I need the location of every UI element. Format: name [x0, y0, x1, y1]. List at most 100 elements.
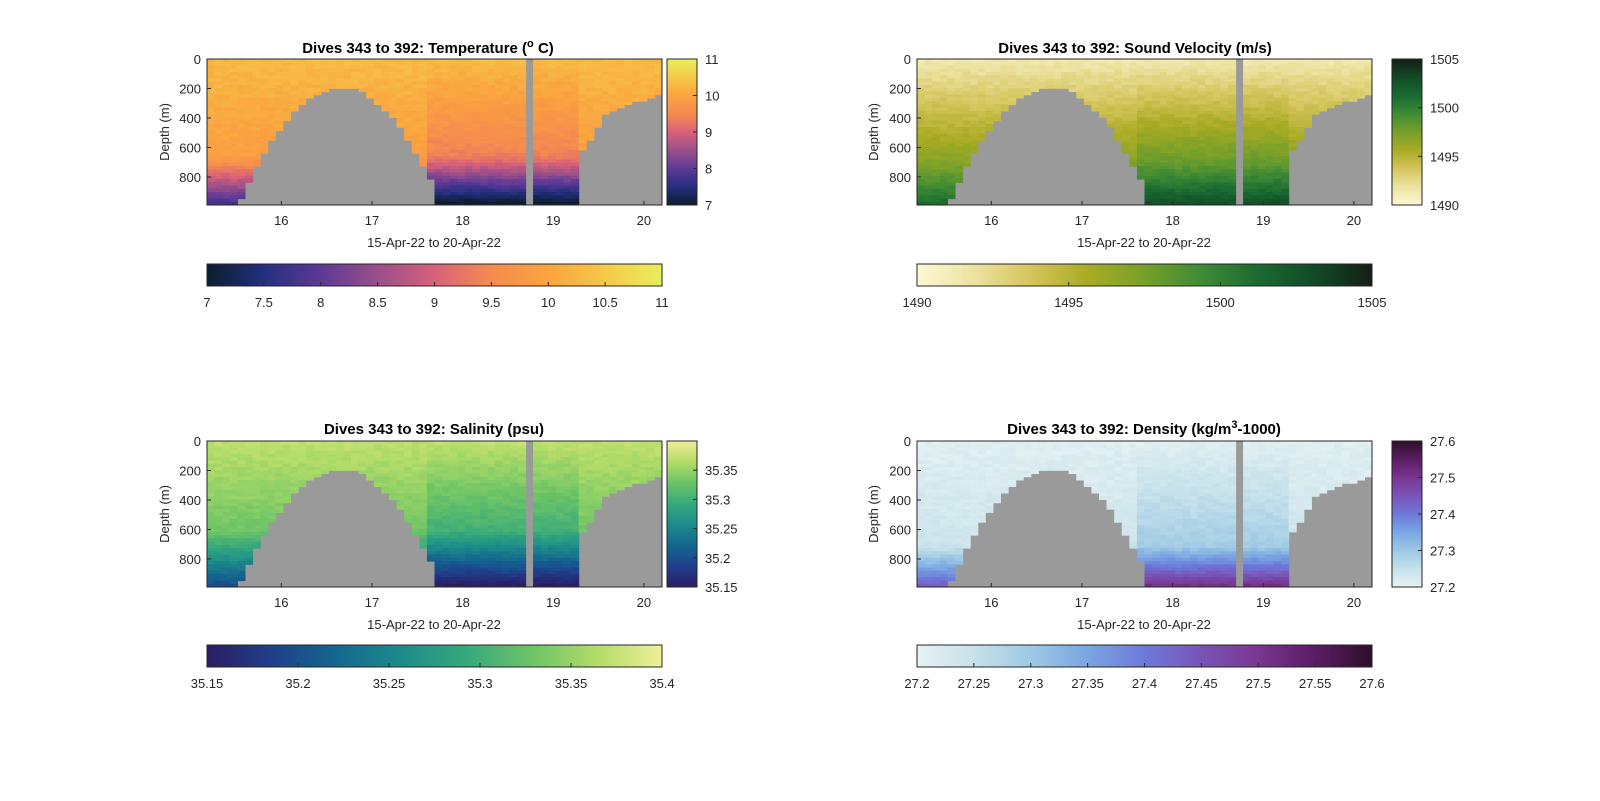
heatmap-cell [1296, 59, 1305, 63]
heatmap-cell [472, 172, 481, 177]
heatmap-cell [571, 146, 580, 151]
plot-axes-box [206, 58, 663, 206]
heatmap-cell [1053, 59, 1062, 63]
heatmap-cell [571, 466, 580, 471]
heatmap-cell [252, 541, 261, 546]
heatmap-cell [578, 71, 587, 76]
heatmap-cell [924, 130, 933, 135]
heatmap-cell [992, 97, 1002, 102]
heatmap-cell [464, 188, 474, 193]
heatmap-cell [917, 136, 926, 141]
heatmap-cell [449, 71, 458, 76]
heatmap-cell [214, 179, 223, 183]
heatmap-cell [207, 62, 216, 67]
heatmap-cell [540, 570, 549, 575]
heatmap-cell [533, 104, 542, 109]
heatmap-cell [947, 81, 956, 86]
heatmap-cell [1045, 81, 1055, 86]
heatmap-cell [244, 179, 254, 183]
heatmap-cell [510, 441, 519, 445]
heatmap-cell [449, 528, 458, 533]
heatmap-cell [517, 476, 527, 481]
heatmap-cell [442, 149, 451, 154]
heatmap-cell [1243, 185, 1252, 190]
heatmap-cell [1008, 65, 1017, 70]
heatmap-cell [457, 146, 466, 151]
heatmap-cell [970, 78, 979, 83]
heatmap-cell [480, 515, 489, 520]
heatmap-cell [1091, 65, 1100, 70]
heatmap-cell [540, 117, 549, 122]
heatmap-cell [404, 441, 413, 445]
heatmap-cell [939, 120, 948, 125]
heatmap-cell [222, 453, 231, 458]
heatmap-cell [1174, 59, 1184, 63]
heatmap-cell [419, 62, 428, 67]
heatmap-cell [260, 140, 269, 144]
heatmap-cell [442, 68, 451, 73]
heatmap-cell [1243, 166, 1252, 170]
heatmap-cell [252, 75, 261, 80]
heatmap-cell [449, 182, 458, 187]
heatmap-cell [578, 104, 587, 109]
heatmap-cell [954, 156, 964, 161]
heatmap-cell [419, 525, 428, 530]
heatmap-cell [1190, 65, 1199, 70]
heatmap-cell [1265, 75, 1275, 80]
heatmap-cell [1174, 78, 1184, 83]
heatmap-cell [207, 123, 216, 128]
heatmap-cell [1152, 188, 1161, 193]
heatmap-cell [237, 179, 246, 183]
heatmap-cell [1205, 114, 1214, 118]
heatmap-cell [1174, 127, 1184, 131]
heatmap-cell [593, 59, 602, 63]
heatmap-cell [548, 577, 557, 582]
heatmap-cell [426, 509, 436, 513]
heatmap-cell [533, 457, 542, 462]
heatmap-cell [517, 557, 527, 562]
heatmap-cell [1015, 81, 1024, 86]
heatmap-cell [548, 583, 557, 587]
heatmap-cell [1227, 68, 1237, 73]
colorbar-horizontal: 7 7.5 8 8.5 9 9.5 10 10.5 11 [203, 263, 669, 310]
heatmap-cell [608, 71, 618, 76]
heatmap-cell [517, 512, 527, 517]
heatmap-cell [457, 570, 466, 575]
heatmap-cell [548, 541, 557, 546]
heatmap-cell [244, 130, 254, 135]
heatmap-cell [260, 518, 269, 523]
heatmap-cell [214, 78, 223, 83]
heatmap-cell [502, 84, 511, 89]
heatmap-cell [495, 486, 504, 491]
heatmap-cell [1227, 91, 1237, 96]
heatmap-cell [222, 169, 231, 174]
heatmap-cell [563, 91, 572, 96]
heatmap-cell [932, 153, 941, 157]
heatmap-cell [1243, 114, 1252, 118]
heatmap-cell [495, 192, 504, 196]
heatmap-cell [229, 548, 238, 552]
heatmap-cell [396, 84, 405, 89]
heatmap-cell [1167, 136, 1176, 141]
heatmap-cell [472, 110, 481, 115]
heatmap-cell [442, 130, 451, 135]
heatmap-cell [970, 140, 979, 144]
heatmap-cell [977, 59, 986, 63]
heatmap-cell [1250, 110, 1259, 115]
heatmap-cell [267, 88, 276, 93]
heatmap-cell [229, 62, 238, 67]
heatmap-cell [267, 78, 276, 83]
heatmap-cell [457, 195, 466, 200]
heatmap-cell [426, 515, 436, 520]
heatmap-cell [954, 169, 964, 174]
heatmap-cell [495, 580, 504, 585]
heatmap-cell [510, 136, 519, 141]
heatmap-cell [358, 463, 367, 468]
heatmap-cell [442, 110, 451, 115]
heatmap-cell [1091, 104, 1100, 109]
heatmap-cell [237, 94, 246, 99]
heatmap-cell [601, 94, 610, 99]
heatmap-cell [1349, 91, 1358, 96]
heatmap-cell [396, 81, 405, 86]
heatmap-cell [244, 104, 254, 109]
